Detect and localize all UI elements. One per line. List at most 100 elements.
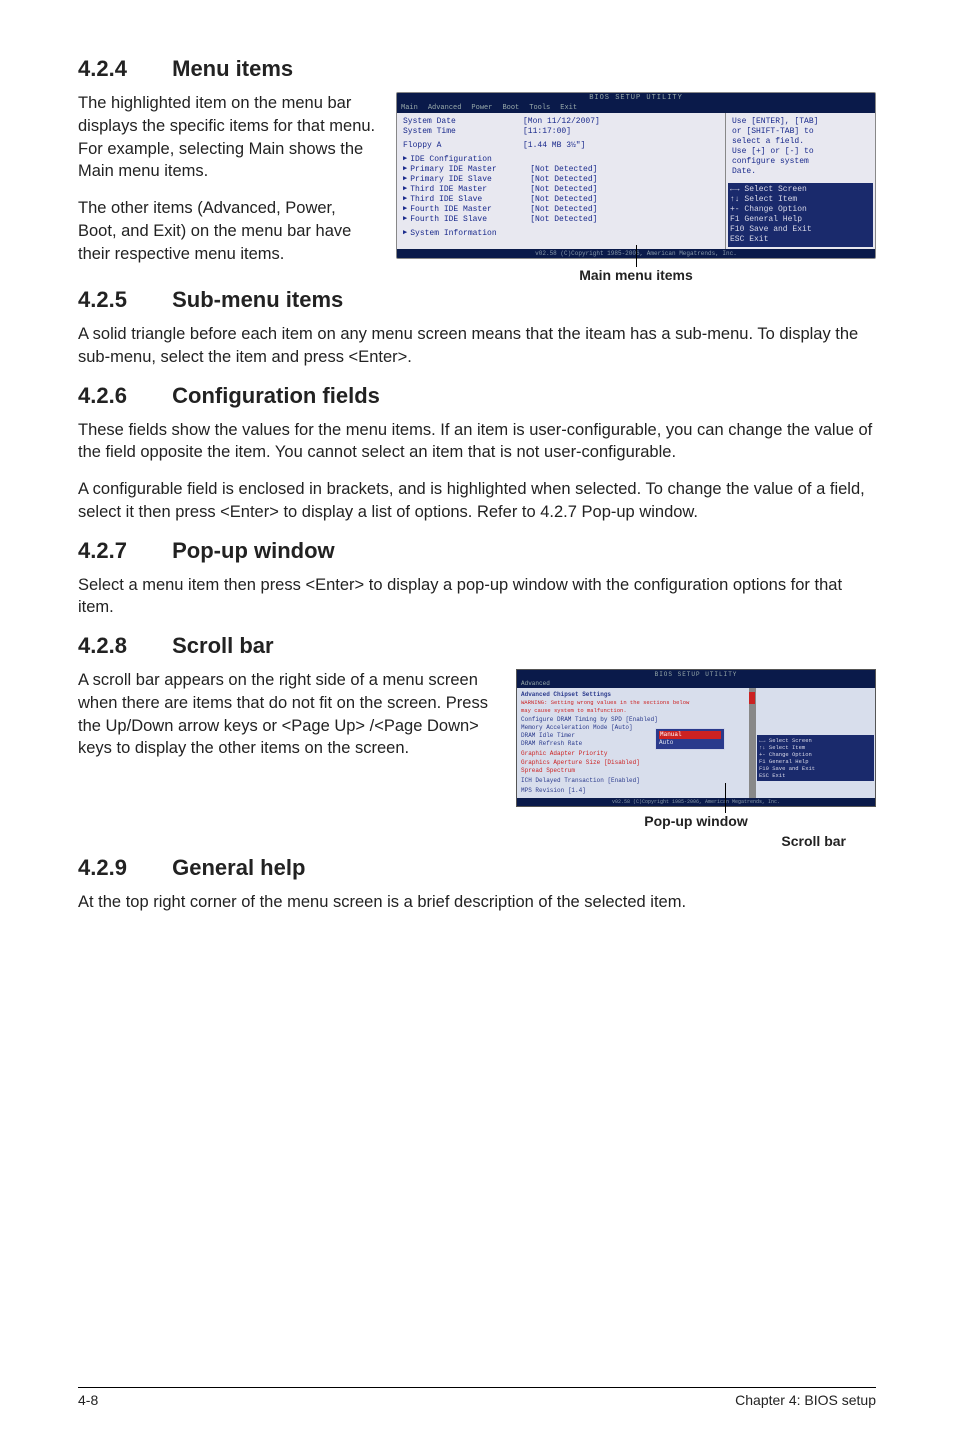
bios-help-key: +- Change Option	[730, 205, 871, 215]
heading-429: 4.2.9 General help	[78, 855, 876, 881]
heading-428: 4.2.8 Scroll bar	[78, 633, 876, 659]
bios-submenu-label: Primary IDE Slave	[410, 175, 530, 185]
bios-help-key: ←→ Select Screen	[730, 185, 871, 195]
bios-row-label: System Time	[403, 127, 523, 137]
bios-row-label: System Date	[403, 117, 523, 127]
bios-help-line: or [SHIFT-TAB] to	[732, 127, 869, 137]
bios-submenu-label: Primary IDE Master	[410, 165, 530, 175]
bios2-scrollbar	[749, 688, 755, 798]
bios-submenu-value: [Not Detected]	[530, 165, 597, 175]
bios2-title: BIOS SETUP UTILITY	[517, 670, 875, 679]
heading-428-title: Scroll bar	[172, 633, 273, 658]
bios2-item: MPS Revision [1.4]	[521, 787, 751, 795]
bios2-help-key: ESC Exit	[759, 772, 872, 779]
page-footer: 4-8 Chapter 4: BIOS setup	[78, 1387, 876, 1408]
bios2-tab: Advanced	[517, 679, 875, 688]
heading-429-num: 4.2.9	[78, 855, 166, 881]
para-424b: The other items (Advanced, Power, Boot, …	[78, 197, 378, 265]
bios-row-value: [1.44 MB 3½"]	[523, 141, 585, 151]
bios-help-key: ↑↓ Select Item	[730, 195, 871, 205]
para-428: A scroll bar appears on the right side o…	[78, 669, 496, 760]
para-424a: The highlighted item on the menu bar dis…	[78, 92, 378, 183]
para-427: Select a menu item then press <Enter> to…	[78, 574, 876, 620]
bios-row-label: Floppy A	[403, 141, 523, 151]
bios-popup-screenshot: BIOS SETUP UTILITY Advanced Advanced Chi…	[516, 669, 876, 807]
bios-help-key: F10 Save and Exit	[730, 225, 871, 235]
heading-427: 4.2.7 Pop-up window	[78, 538, 876, 564]
bios2-item: Graphics Aperture Size [Disabled]	[521, 759, 751, 767]
heading-424-num: 4.2.4	[78, 56, 166, 82]
bios-tabs: Main Advanced Power Boot Tools Exit	[397, 103, 875, 113]
heading-425-title: Sub-menu items	[172, 287, 343, 312]
heading-424: 4.2.4 Menu items	[78, 56, 876, 82]
bios-submenu-label: IDE Configuration	[410, 155, 530, 165]
bios-help-line: select a field.	[732, 137, 869, 147]
bios-row-value: [Mon 11/12/2007]	[523, 117, 600, 127]
caption-popup-connector	[725, 783, 726, 813]
para-425: A solid triangle before each item on any…	[78, 323, 876, 369]
bios2-footer: v02.58 (C)Copyright 1985-2006, American …	[517, 798, 875, 806]
bios2-scroll-thumb	[749, 692, 755, 704]
bios2-help-key: F1 General Help	[759, 758, 872, 765]
bios2-help-key: ←→ Select Screen	[759, 737, 872, 744]
heading-426-num: 4.2.6	[78, 383, 166, 409]
heading-427-title: Pop-up window	[172, 538, 335, 563]
bios-help-key: F1 General Help	[730, 215, 871, 225]
bios-title: BIOS SETUP UTILITY	[397, 93, 875, 103]
bios-submenu-value: [Not Detected]	[530, 185, 597, 195]
bios-submenu-value: [Not Detected]	[530, 205, 597, 215]
heading-426: 4.2.6 Configuration fields	[78, 383, 876, 409]
bios2-item: Spread Spectrum	[521, 767, 751, 775]
heading-428-num: 4.2.8	[78, 633, 166, 659]
bios-main-panel: System Date[Mon 11/12/2007] System Time[…	[397, 113, 725, 249]
heading-425: 4.2.5 Sub-menu items	[78, 287, 876, 313]
bios2-item: Configure DRAM Timing by SPD [Enabled]	[521, 716, 751, 724]
popup-option: Auto	[659, 739, 721, 747]
bios-tab: Advanced	[428, 104, 462, 112]
bios2-help-key: ↑↓ Select Item	[759, 744, 872, 751]
bios2-item: Graphic Adapter Priority	[521, 750, 751, 758]
bios2-help-key: +- Change Option	[759, 751, 872, 758]
bios2-main-panel: Advanced Chipset Settings WARNING: Setti…	[517, 688, 755, 798]
heading-424-title: Menu items	[172, 56, 293, 81]
bios-tab: Exit	[560, 104, 577, 112]
para-429: At the top right corner of the menu scre…	[78, 891, 876, 914]
caption-main-menu: Main menu items	[396, 267, 876, 283]
bios-tab: Boot	[502, 104, 519, 112]
page-number: 4-8	[78, 1392, 98, 1408]
bios2-heading: Advanced Chipset Settings	[521, 691, 751, 699]
popup-option: Manual	[659, 731, 721, 739]
page-chapter: Chapter 4: BIOS setup	[735, 1392, 876, 1408]
bios-help-key: ESC Exit	[730, 235, 871, 245]
bios-row-value: [11:17:00]	[523, 127, 571, 137]
para-426b: A configurable field is enclosed in brac…	[78, 478, 876, 524]
bios2-popup: Manual Auto	[655, 728, 725, 750]
bios-tab: Power	[471, 104, 492, 112]
bios2-warning: WARNING: Setting wrong values in the sec…	[521, 699, 751, 714]
bios-submenu-label: Fourth IDE Master	[410, 205, 530, 215]
bios2-item: ICH Delayed Transaction [Enabled]	[521, 777, 751, 785]
bios-submenu-label: Third IDE Master	[410, 185, 530, 195]
para-426a: These fields show the values for the men…	[78, 419, 876, 465]
bios-submenu-value: [Not Detected]	[530, 195, 597, 205]
heading-426-title: Configuration fields	[172, 383, 380, 408]
heading-427-num: 4.2.7	[78, 538, 166, 564]
bios-tab: Tools	[529, 104, 550, 112]
bios2-help-panel: ←→ Select Screen ↑↓ Select Item +- Chang…	[755, 688, 875, 798]
bios-help-line: Use [+] or [-] to	[732, 147, 869, 157]
bios-main-screenshot: BIOS SETUP UTILITY Main Advanced Power B…	[396, 92, 876, 259]
heading-425-num: 4.2.5	[78, 287, 166, 313]
bios-help-line: Date.	[732, 167, 869, 177]
caption-scrollbar: Scroll bar	[516, 833, 876, 849]
bios-submenu-value: [Not Detected]	[530, 215, 597, 225]
caption-connector	[636, 245, 637, 267]
bios-help-panel: Use [ENTER], [TAB] or [SHIFT-TAB] to sel…	[725, 113, 875, 249]
heading-429-title: General help	[172, 855, 305, 880]
bios-submenu-label: System Information	[410, 229, 530, 239]
bios-submenu-label: Fourth IDE Slave	[410, 215, 530, 225]
bios-help-line: configure system	[732, 157, 869, 167]
bios2-help-key: F10 Save and Exit	[759, 765, 872, 772]
bios-tab: Main	[401, 104, 418, 112]
bios-submenu-label: Third IDE Slave	[410, 195, 530, 205]
bios-help-line: Use [ENTER], [TAB]	[732, 117, 869, 127]
